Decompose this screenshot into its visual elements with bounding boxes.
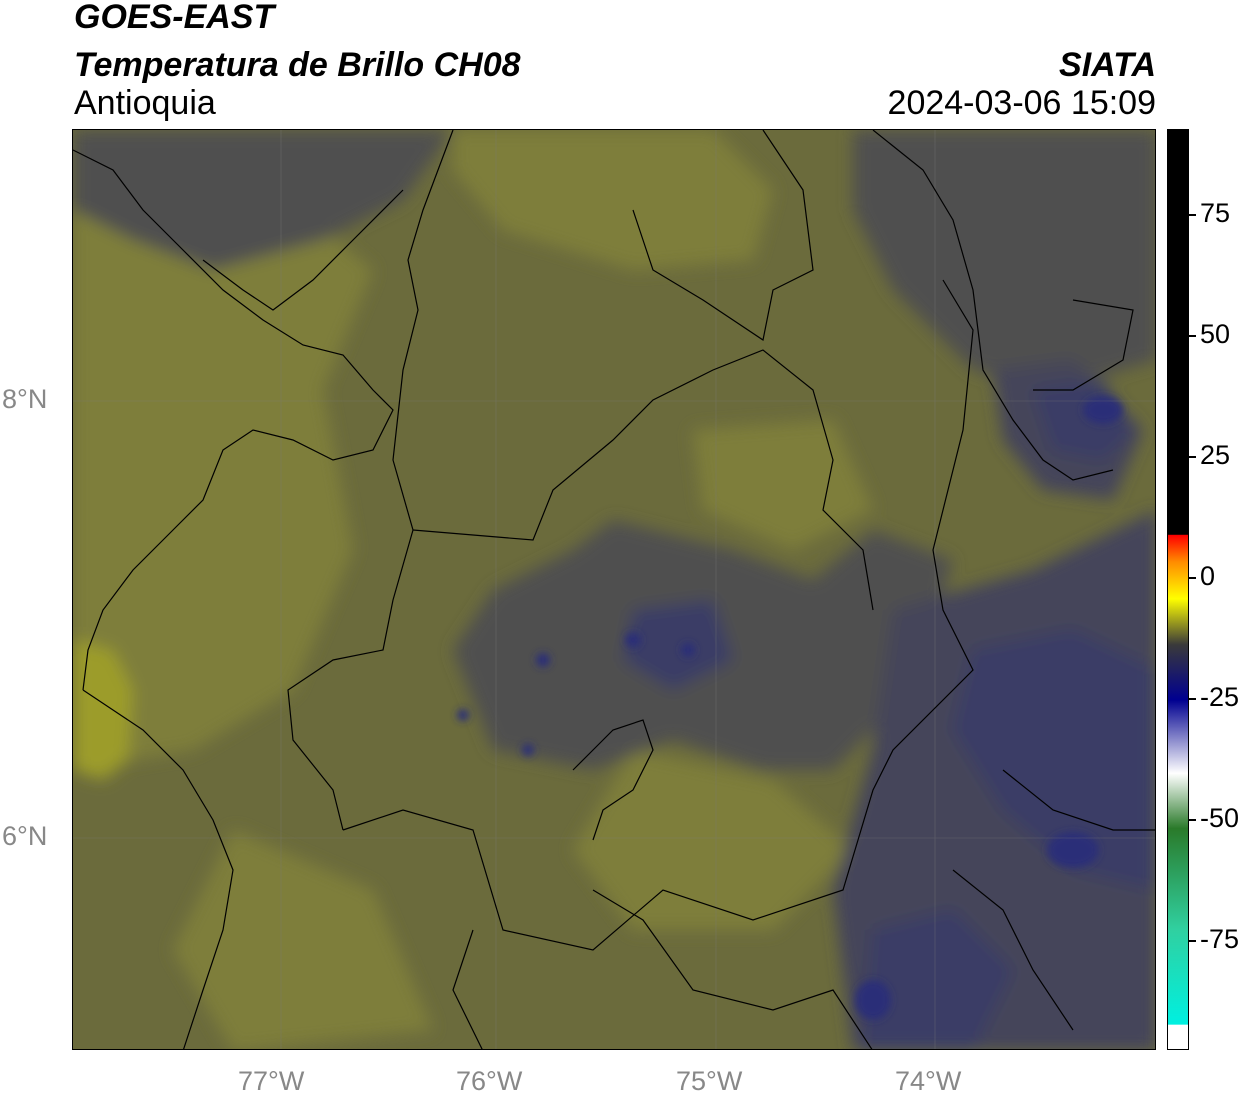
border-choco: [452, 929, 483, 1049]
colorbar-tick: [1189, 335, 1196, 337]
colorbar-tick: [1189, 214, 1196, 216]
colorbar-label-0: 0: [1200, 561, 1216, 591]
y-tick-6N: 6°N: [2, 821, 48, 851]
colorbar-label-minus50: -50: [1200, 803, 1240, 833]
colorbar-label-25: 25: [1200, 440, 1231, 470]
border-inner-north: [412, 349, 874, 611]
border-caldas: [592, 889, 873, 1049]
border-northeast: [872, 130, 1114, 481]
colorbar-label-75: 75: [1200, 198, 1231, 228]
border-cordoba: [632, 130, 814, 341]
x-tick-74W: 74°W: [895, 1066, 962, 1096]
colorbar-tick: [1189, 940, 1196, 942]
region-label: Antioquia: [74, 84, 216, 122]
colorbar-tick: [1189, 698, 1196, 700]
datetime-label: 2024-03-06 15:09: [887, 84, 1156, 122]
border-south-east: [342, 279, 974, 951]
colorbar-tick: [1189, 577, 1196, 579]
border-west: [287, 130, 454, 831]
coastline-west: [82, 689, 234, 1049]
border-boyaca: [1002, 769, 1155, 831]
boundaries: [73, 130, 1155, 1049]
graticule: [73, 130, 1155, 1049]
cold-cloud-cores: [457, 396, 1123, 1020]
brand-label: SIATA: [1059, 46, 1156, 84]
x-tick-75W: 75°W: [676, 1066, 743, 1096]
x-tick-77W: 77°W: [238, 1066, 305, 1096]
brightness-temperature-map[interactable]: [72, 129, 1156, 1050]
colorbar-label-minus75: -75: [1200, 924, 1240, 954]
satellite-title: GOES-EAST: [74, 0, 275, 36]
colorbar: [1167, 129, 1189, 1050]
colorbar-label-50: 50: [1200, 319, 1231, 349]
border-cundinamarca: [952, 869, 1074, 1031]
coastline-north: [202, 189, 404, 311]
border-medellin: [572, 719, 654, 841]
coastline-uraba: [73, 149, 394, 691]
colorbar-tick: [1189, 819, 1196, 821]
product-title: Temperatura de Brillo CH08: [74, 46, 521, 84]
y-tick-8N: 8°N: [2, 384, 48, 414]
map-canvas: [73, 130, 1155, 1049]
colorbar-label-minus25: -25: [1200, 682, 1240, 712]
x-tick-76W: 76°W: [456, 1066, 523, 1096]
border-santander: [1033, 299, 1134, 391]
colorbar-tick: [1189, 456, 1196, 458]
